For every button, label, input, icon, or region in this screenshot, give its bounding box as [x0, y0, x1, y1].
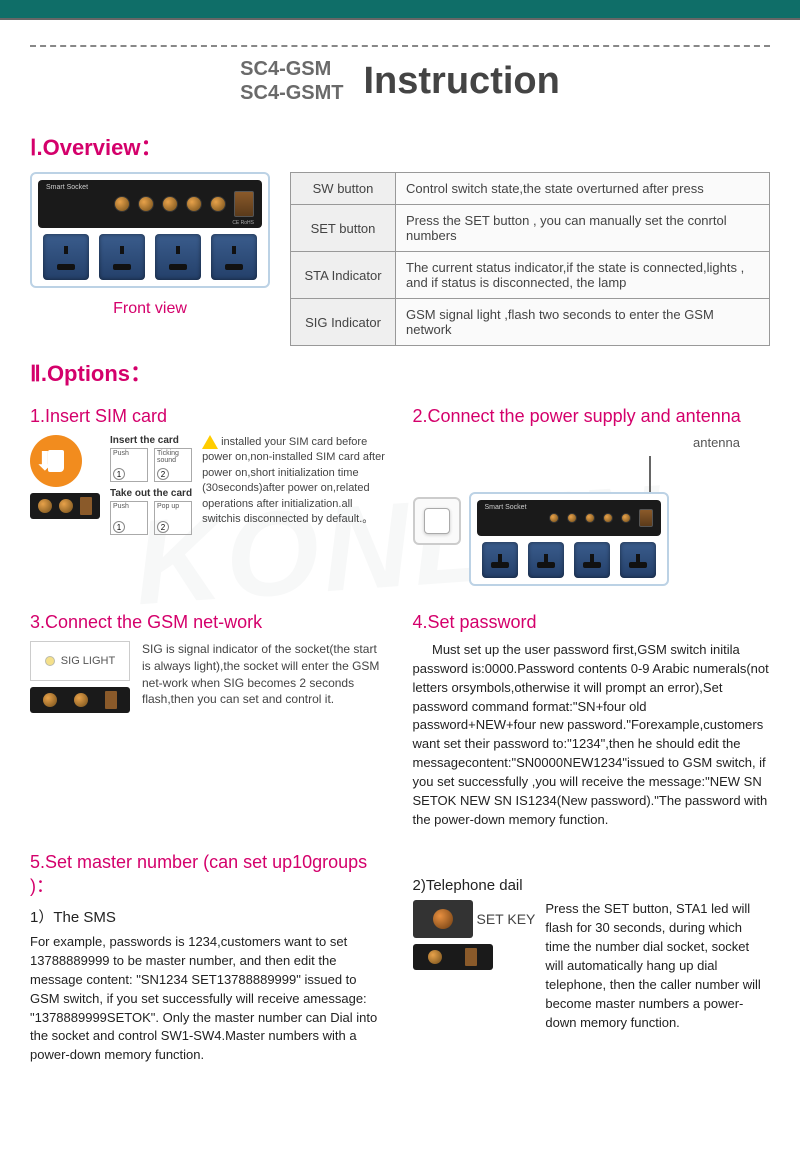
socket-icon [99, 234, 145, 280]
opt5-text1: For example, passwords is 1234,customers… [30, 933, 388, 1065]
cell-key: SW button [291, 173, 396, 205]
row-opts-34: 3.Connect the GSM net-work SIG LIGHT SIG… [30, 604, 770, 829]
opt1-warning: installed your SIM card before power on,… [202, 435, 387, 527]
sim-insert-icon: ⬇ [30, 435, 82, 487]
socket-icon [211, 234, 257, 280]
device-column: Smart Socket CE RoHS [30, 172, 270, 318]
model-codes: SC4-GSM SC4-GSMT [240, 57, 343, 105]
sig-light-box: SIG LIGHT [30, 641, 130, 681]
opt4-heading: 4.Set password [413, 612, 771, 633]
socket-icon [155, 234, 201, 280]
device-front: Smart Socket CE RoHS [30, 172, 270, 288]
table-row: STA IndicatorThe current status indicato… [291, 252, 770, 299]
cell-val: Press the SET button , you can manually … [396, 205, 770, 252]
insert-steps: Insert the card Push1 Ticking sound2 Tak… [110, 435, 192, 541]
panel-label: Smart Socket [46, 184, 88, 191]
device-panel: Smart Socket CE RoHS [38, 180, 262, 228]
wall-outlet-icon [413, 497, 461, 545]
opt5-item1: 1）The SMS [30, 906, 388, 927]
antenna-label: antenna [413, 435, 741, 450]
set-key-box [413, 900, 473, 938]
warn-text: installed your SIM card before power on,… [202, 436, 385, 525]
sockets-row [38, 234, 262, 280]
opt3-text: SIG is signal indicator of the socket(th… [142, 641, 388, 708]
overview-heading: Ⅰ.Overview： [30, 130, 770, 162]
insert-title: Insert the card [110, 435, 192, 446]
model2: SC4-GSMT [240, 81, 343, 105]
options-heading: Ⅱ.Options： [30, 356, 770, 388]
cell-key: SIG Indicator [291, 299, 396, 346]
cell-val: Control switch state,the state overturne… [396, 173, 770, 205]
take-title: Take out the card [110, 488, 192, 499]
knob-icon [186, 196, 202, 212]
device-small: Smart Socket [469, 492, 669, 586]
knob-icon [114, 196, 130, 212]
opt5-right: 2)Telephone dail SET KEY Press the SET b… [413, 843, 771, 1065]
knob-icon [162, 196, 178, 212]
dash-divider [30, 45, 770, 47]
title-row: SC4-GSM SC4-GSMT Instruction [30, 57, 770, 105]
opt5-heading: 5.Set master number (can set up10groups … [30, 851, 388, 898]
opt1-heading: 1.Insert SIM card [30, 406, 388, 427]
table-row: SET buttonPress the SET button , you can… [291, 205, 770, 252]
opt2-block: 2.Connect the power supply and antenna a… [413, 398, 771, 586]
sig-light-label: SIG LIGHT [61, 655, 115, 667]
cell-val: GSM signal light ,flash two seconds to e… [396, 299, 770, 346]
overview-row: Smart Socket CE RoHS [30, 172, 770, 346]
model1: SC4-GSM [240, 57, 343, 81]
opt1-block: 1.Insert SIM card ⬇ Insert the card Push… [30, 398, 388, 586]
spec-table: SW buttonControl switch state,the state … [290, 172, 770, 346]
top-bar [0, 0, 800, 20]
table-row: SW buttonControl switch state,the state … [291, 173, 770, 205]
knob-icon [210, 196, 226, 212]
table-row: SIG IndicatorGSM signal light ,flash two… [291, 299, 770, 346]
antenna-icon [649, 456, 651, 496]
knob-icon [138, 196, 154, 212]
plug-icon [424, 508, 450, 534]
sim-slot-icon [234, 191, 254, 217]
set-key-label: SET KEY [477, 911, 536, 927]
mini-panel [30, 687, 130, 713]
content: SC4-GSM SC4-GSMT Instruction Ⅰ.Overview：… [0, 20, 800, 1090]
sig-visual: SIG LIGHT [30, 641, 130, 713]
opt3-block: 3.Connect the GSM net-work SIG LIGHT SIG… [30, 604, 388, 829]
plug-scene: Smart Socket [413, 456, 771, 586]
warning-icon [202, 435, 218, 449]
ce-mark: CE RoHS [232, 220, 254, 226]
opt4-block: 4.Set password Must set up the user pass… [413, 604, 771, 829]
sim-visual: ⬇ [30, 435, 100, 519]
opt5-left: 5.Set master number (can set up10groups … [30, 843, 388, 1065]
row-opt5: 5.Set master number (can set up10groups … [30, 843, 770, 1065]
mini-panel [413, 944, 493, 970]
set-knob-icon [433, 909, 453, 929]
cell-key: SET button [291, 205, 396, 252]
opt5-text2: Press the SET button, STA1 led will flas… [545, 900, 770, 1032]
down-arrow-icon: ⬇ [34, 446, 56, 477]
set-key-visual: SET KEY [413, 900, 536, 970]
row-opts-12: 1.Insert SIM card ⬇ Insert the card Push… [30, 398, 770, 586]
opt3-heading: 3.Connect the GSM net-work [30, 612, 388, 633]
device-with-antenna: Smart Socket [469, 456, 669, 586]
cell-val: The current status indicator,if the stat… [396, 252, 770, 299]
sig-led-icon [45, 656, 55, 666]
socket-icon [43, 234, 89, 280]
mini-panel [30, 493, 100, 519]
page-title: Instruction [364, 60, 560, 103]
opt5-item2: 2)Telephone dail [413, 877, 771, 894]
front-view-label: Front view [30, 300, 270, 318]
opt2-heading: 2.Connect the power supply and antenna [413, 406, 771, 427]
cell-key: STA Indicator [291, 252, 396, 299]
opt4-text: Must set up the user password first,GSM … [413, 641, 771, 829]
